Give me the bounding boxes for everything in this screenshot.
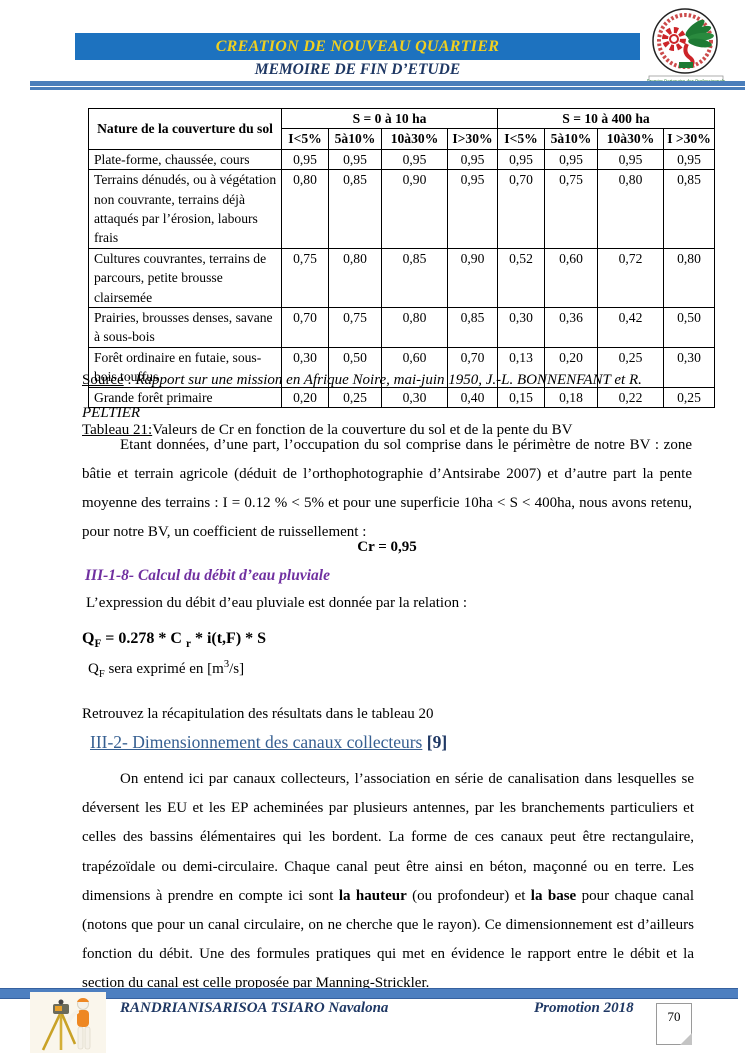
row-value: 0,70	[447, 346, 498, 388]
row-value: 0,70	[281, 307, 329, 348]
table-caption: Tableau 21:Valeurs de Cr en fonction de …	[82, 422, 696, 439]
row-value: 0,70	[497, 169, 545, 249]
row-value: 0,75	[281, 247, 329, 309]
table-row: Plate-forme, chaussée, cours 0,95 0,95 0,95…	[88, 148, 715, 171]
caption-text: Valeurs de Cr en fonction de la couvertu…	[152, 422, 573, 438]
source-label: Source	[82, 372, 124, 388]
row-value: 0,30	[381, 386, 448, 409]
row-value: 0,30	[497, 307, 545, 348]
row-value: 0,95	[544, 148, 598, 171]
header-divider	[30, 81, 745, 90]
cr-coefficient-table: Nature de la couverture du sol S = 0 à 10…	[88, 107, 715, 409]
heading-III-2: III-2- Dimensionnement des canaux collec…	[90, 732, 448, 752]
table-row: Forêt ordinaire en futaie, sous-bois tou…	[88, 346, 715, 388]
row-value: 0,90	[381, 169, 448, 249]
caption-label: Tableau 21:	[82, 422, 153, 438]
table-subheader: 5à10%	[544, 128, 598, 150]
row-value: 0,95	[447, 169, 498, 249]
row-value: 0,90	[447, 247, 498, 309]
table-source: Source : Rapport sur une mission en Afri…	[82, 372, 642, 421]
table-row: Grande forêt primaire 0,20 0,25 0,30 0,40 0,1…	[88, 386, 715, 409]
row-value: 0,52	[497, 247, 545, 309]
row-value: 0,95	[497, 148, 545, 171]
table-subheader: 10à30%	[381, 128, 448, 150]
table-row: Prairies, brousses denses, savane à sous…	[88, 307, 715, 348]
row-label: Terrains dénudés, ou à végétation non co…	[88, 169, 282, 249]
row-value: 0,85	[447, 307, 498, 348]
paragraph-coefficient: Etant données, d’une part, l’occupation …	[82, 437, 692, 540]
reference-9: [9]	[426, 732, 448, 752]
row-value: 0,80	[381, 307, 448, 348]
school-logo-icon: Premier Partenaire des Professionnels	[647, 8, 726, 86]
row-value: 0,85	[663, 169, 715, 249]
row-value: 0,72	[597, 247, 664, 309]
row-label: Forêt ordinaire en futaie, sous-bois tou…	[88, 346, 282, 388]
row-value: 0,50	[663, 307, 715, 348]
row-value: 0,95	[597, 148, 664, 171]
row-value: 0,42	[597, 307, 664, 348]
row-value: 0,20	[281, 386, 329, 409]
row-value: 0,95	[281, 148, 329, 171]
document-title: CREATION DE NOUVEAU QUARTIER	[215, 37, 500, 55]
table-row: Cultures couvrantes, terrains de parcour…	[88, 247, 715, 309]
formula-unit: QF sera exprimé en [m3/s]	[88, 659, 245, 680]
heading-III-1-8: III-1-8- Calcul du débit d’eau pluviale	[85, 567, 330, 584]
row-value: 0,80	[328, 247, 382, 309]
footer-author: RANDRIANISARISOA TSIARO Navalona	[120, 1000, 389, 1016]
table-subheader: I<5%	[497, 128, 545, 150]
row-value: 0,95	[328, 148, 382, 171]
paragraph-canaux: On entend ici par canaux collecteurs, l’…	[82, 771, 694, 992]
row-value: 0,36	[544, 307, 598, 348]
table-subheader: I>30%	[447, 128, 498, 150]
row-value: 0,15	[497, 386, 545, 409]
row-label: Plate-forme, chaussée, cours	[88, 148, 282, 171]
table-body: Plate-forme, chaussée, cours 0,95 0,95 0,95…	[88, 148, 715, 409]
row-label: Cultures couvrantes, terrains de parcour…	[88, 247, 282, 309]
table-group-header: S = 0 à 10 ha	[281, 107, 498, 130]
row-value: 0,95	[663, 148, 715, 171]
flow-formula: QF = 0.278 * C r * i(t,F) * S	[82, 630, 267, 651]
document-subtitle: MEMOIRE DE FIN D’ETUDE	[254, 61, 461, 78]
row-value: 0,80	[281, 169, 329, 249]
row-value: 0,95	[447, 148, 498, 171]
row-label: Prairies, brousses denses, savane à sous…	[88, 307, 282, 348]
expression-intro: L’expression du débit d’eau pluviale est…	[86, 595, 467, 611]
row-value: 0,25	[663, 386, 715, 409]
row-value: 0,50	[328, 346, 382, 388]
footer-divider	[0, 988, 738, 999]
row-value: 0,60	[544, 247, 598, 309]
header-banner: CREATION DE NOUVEAU QUARTIER	[75, 33, 640, 60]
cr-result: Cr = 0,95	[357, 539, 417, 555]
table-group-header: S = 10 à 400 ha	[497, 107, 715, 130]
table-subheader: I<5%	[281, 128, 329, 150]
source-citation: Rapport sur une mission en Afrique Noire…	[82, 372, 642, 421]
row-value: 0,25	[328, 386, 382, 409]
page-number: 70	[656, 1003, 692, 1045]
recap-note: Retrouvez la récapitulation des résultat…	[82, 706, 434, 722]
table-subheader: I >30%	[663, 128, 715, 150]
table-subheader: 10à30%	[597, 128, 664, 150]
row-value: 0,95	[381, 148, 448, 171]
row-value: 0,85	[328, 169, 382, 249]
row-value: 0,75	[328, 307, 382, 348]
table-corner-header: Nature de la couverture du sol	[88, 108, 282, 150]
row-value: 0,22	[597, 386, 664, 409]
table-header: Nature de la couverture du sol S = 0 à 10…	[88, 107, 715, 150]
footer-promotion: Promotion 2018	[534, 1000, 634, 1016]
row-value: 0,80	[597, 169, 664, 249]
surveyor-icon	[30, 992, 106, 1053]
row-value: 0,80	[663, 247, 715, 309]
row-value: 0,75	[544, 169, 598, 249]
row-value: 0,85	[381, 247, 448, 309]
table-row: Terrains dénudés, ou à végétation non co…	[88, 169, 715, 249]
table-subheader: 5à10%	[328, 128, 382, 150]
